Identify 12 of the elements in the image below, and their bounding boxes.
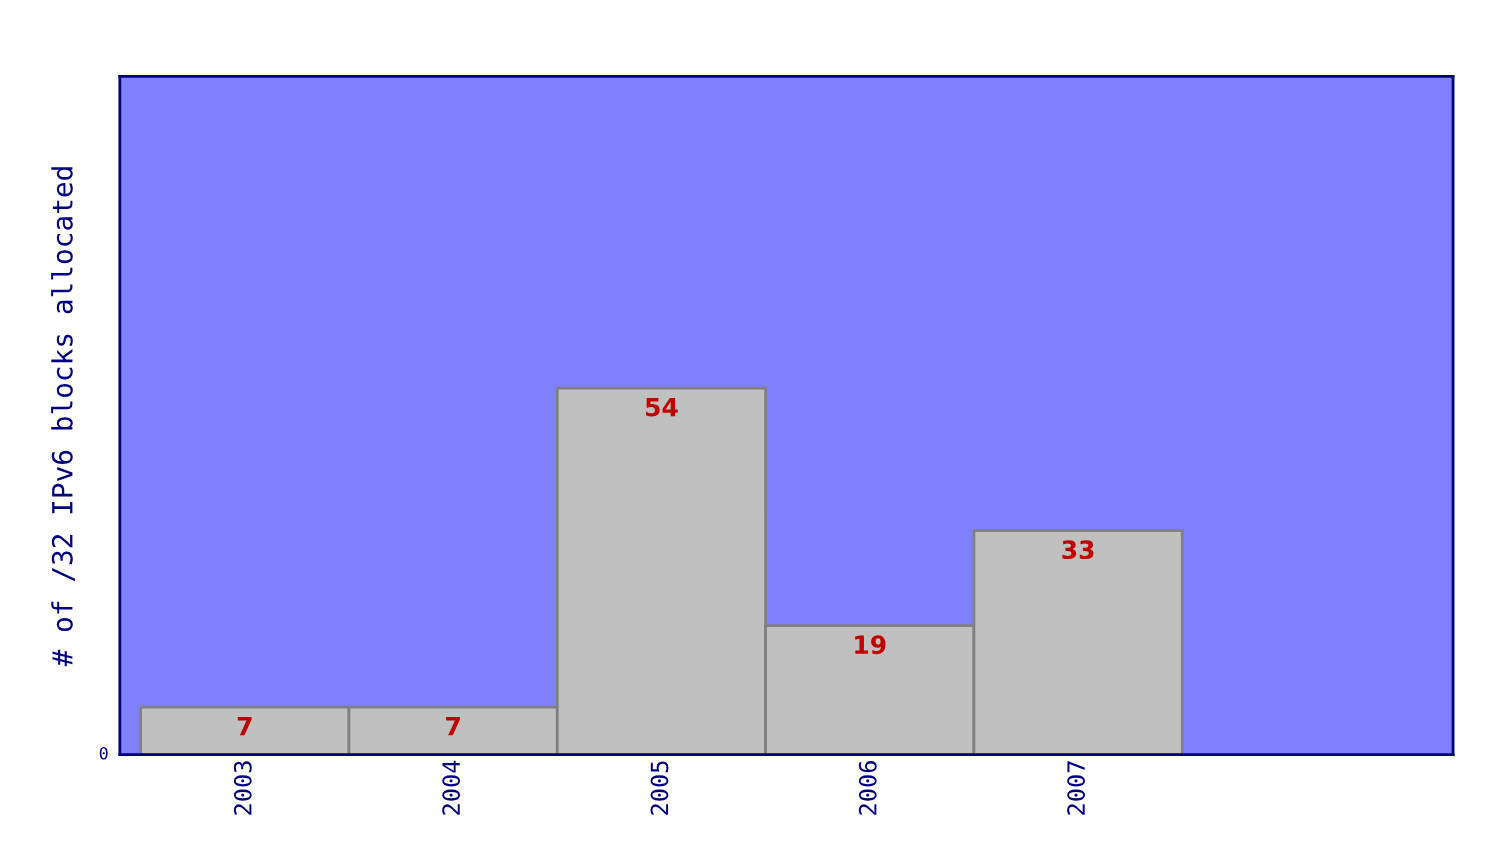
- x-tick-label: 2005: [650, 761, 669, 815]
- x-tick-label: 2003: [233, 761, 252, 815]
- y-axis-title: # of /32 IPv6 blocks allocated: [51, 167, 75, 667]
- data-label: 54: [646, 397, 678, 417]
- text: 0: [99, 746, 108, 760]
- data-label: 19: [855, 635, 886, 655]
- data-label: 7: [237, 717, 252, 736]
- x-tick-label: 2007: [1067, 761, 1086, 815]
- data-label: 33: [1062, 540, 1094, 560]
- x-tick-label: 2006: [858, 761, 877, 815]
- data-label: 7: [446, 717, 460, 736]
- x-tick-label: 2004: [442, 760, 461, 815]
